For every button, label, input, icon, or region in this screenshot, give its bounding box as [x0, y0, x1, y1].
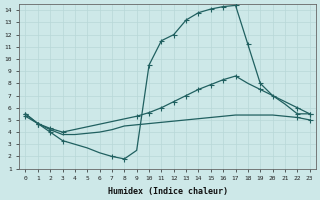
X-axis label: Humidex (Indice chaleur): Humidex (Indice chaleur): [108, 187, 228, 196]
